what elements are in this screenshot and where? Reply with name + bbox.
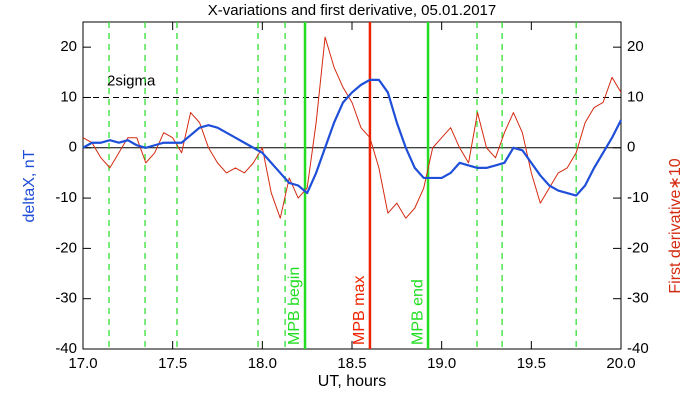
y-tick-label: -30 xyxy=(55,290,77,307)
y-tick-label: 10 xyxy=(60,88,77,105)
event-label: MPB end xyxy=(409,279,426,345)
y2-tick-label: -20 xyxy=(627,239,649,256)
data-line xyxy=(82,78,622,197)
y-tick-label: 0 xyxy=(69,139,77,156)
x-tick-label: 19.0 xyxy=(427,355,456,372)
event-label: MPB begin xyxy=(286,267,303,345)
y-tick-label: -10 xyxy=(55,189,77,206)
x-tick-label: 17.0 xyxy=(68,355,97,372)
y2-tick-label: -30 xyxy=(627,290,649,307)
y-axis-label: deltaX, nT xyxy=(21,149,38,222)
event-label: MPB max xyxy=(351,276,368,345)
x-tick-label: 18.5 xyxy=(337,355,366,372)
chart-title: X-variations and first derivative, 05.01… xyxy=(208,2,497,19)
x-tick-label: 20.0 xyxy=(606,355,635,372)
y2-tick-label: -10 xyxy=(627,189,649,206)
y2-tick-label: 10 xyxy=(627,88,644,105)
y-tick-label: 20 xyxy=(60,38,77,55)
x-tick-label: 19.5 xyxy=(517,355,546,372)
y-tick-label: -40 xyxy=(55,340,77,357)
x-tick-label: 17.5 xyxy=(158,355,187,372)
x-axis-label: UT, hours xyxy=(318,373,386,390)
y2-tick-label: -40 xyxy=(627,340,649,357)
data-line xyxy=(82,36,622,219)
y2-axis-label: First derivative∗10 xyxy=(667,158,684,293)
x-tick-label: 18.0 xyxy=(248,355,277,372)
y2-tick-label: 0 xyxy=(627,139,635,156)
y2-tick-label: 20 xyxy=(627,38,644,55)
reference-label: 2sigma xyxy=(107,72,156,89)
y-tick-label: -20 xyxy=(55,239,77,256)
